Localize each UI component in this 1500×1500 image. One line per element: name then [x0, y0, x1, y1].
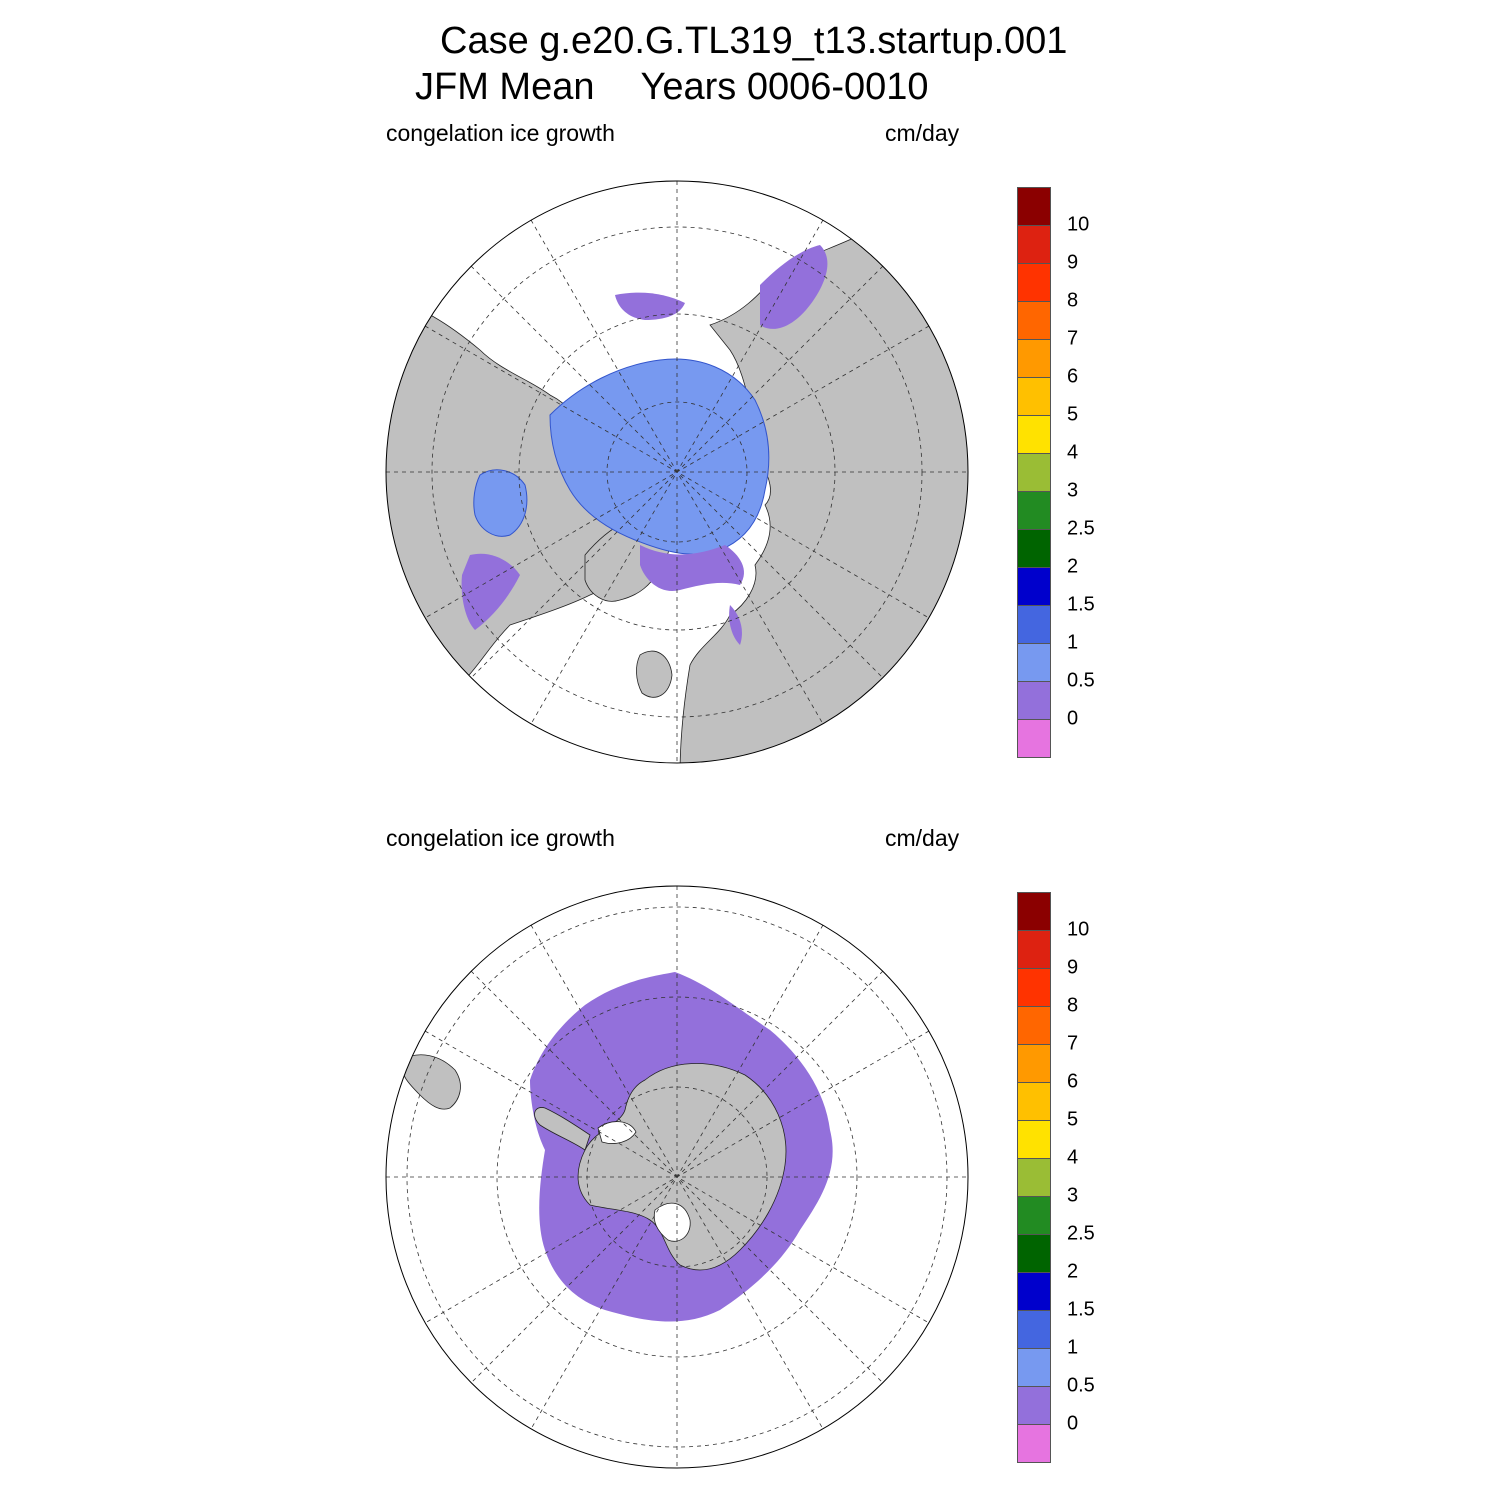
south-colorbar-label: 9	[1067, 956, 1079, 979]
north-colorbar-label: 0	[1067, 707, 1079, 730]
north-colorbar: 0 0.5 1 1.5 2 2.5 3 4 5 6 7 8 9 10	[1017, 187, 1095, 758]
south-colorbar-swatch	[1017, 930, 1051, 969]
south-colorbar-label: 7	[1067, 1032, 1079, 1055]
north-colorbar-label: 6	[1067, 365, 1079, 388]
north-colorbar-swatch	[1017, 605, 1051, 644]
north-colorbar-swatch	[1017, 377, 1051, 416]
south-colorbar-label: 3	[1067, 1184, 1079, 1207]
south-colorbar-label: 8	[1067, 994, 1079, 1017]
north-colorbar-label: 8	[1067, 289, 1079, 312]
figure-title-case: Case g.e20.G.TL319_t13.startup.001	[440, 20, 1068, 62]
south-map-border	[385, 885, 969, 1469]
north-colorbar-swatch	[1017, 263, 1051, 302]
north-colorbar-label: 9	[1067, 251, 1079, 274]
north-colorbar-swatch	[1017, 187, 1051, 226]
north-colorbar-swatch	[1017, 567, 1051, 606]
south-land-south-america	[399, 1054, 461, 1110]
north-colorbar-label: 2.5	[1067, 517, 1095, 540]
south-colorbar-swatch	[1017, 1348, 1051, 1387]
north-colorbar-label: 10	[1067, 213, 1090, 236]
north-graticule	[386, 181, 968, 763]
north-colorbar-swatch	[1017, 719, 1051, 758]
north-land-british-isles	[636, 650, 673, 698]
south-graticule	[386, 886, 968, 1468]
south-colorbar: 0 0.5 1 1.5 2 2.5 3 4 5 6 7 8 9 10	[1017, 892, 1095, 1463]
south-colorbar-label: 2.5	[1067, 1222, 1095, 1245]
south-colorbar-label: 0	[1067, 1412, 1079, 1435]
years-label: Years 0006-0010	[640, 66, 929, 108]
north-ice-bering	[615, 292, 685, 320]
south-colorbar-swatch	[1017, 1234, 1051, 1273]
north-colorbar-swatch	[1017, 453, 1051, 492]
south-colorbar-swatch	[1017, 1044, 1051, 1083]
south-colorbar-label: 1.5	[1067, 1298, 1095, 1321]
south-colorbar-swatch	[1017, 1006, 1051, 1045]
north-map-border	[385, 180, 969, 764]
south-colorbar-swatch	[1017, 968, 1051, 1007]
south-colorbar-label: 6	[1067, 1070, 1079, 1093]
north-ice-hudson	[473, 469, 528, 537]
north-colorbar-swatch	[1017, 225, 1051, 264]
south-colorbar-swatch	[1017, 1272, 1051, 1311]
south-colorbar-swatch	[1017, 1158, 1051, 1197]
figure-title-period: JFM Mean Years 0006-0010	[415, 66, 929, 109]
south-variable-label: congelation ice growth	[386, 825, 615, 851]
north-colorbar-label: 2	[1067, 555, 1079, 578]
north-ice-labrador	[461, 553, 520, 630]
south-ross-embayment	[653, 1202, 691, 1242]
south-colorbar-label: 4	[1067, 1146, 1079, 1169]
south-colorbar-label: 1	[1067, 1336, 1079, 1359]
south-colorbar-label: 0.5	[1067, 1374, 1095, 1397]
north-colorbar-swatch	[1017, 415, 1051, 454]
north-units-label: cm/day	[885, 120, 960, 146]
north-colorbar-label: 3	[1067, 479, 1079, 502]
south-colorbar-swatch	[1017, 1310, 1051, 1349]
north-colorbar-swatch	[1017, 491, 1051, 530]
north-colorbar-label: 0.5	[1067, 669, 1095, 692]
north-colorbar-swatch	[1017, 529, 1051, 568]
south-colorbar-swatch	[1017, 892, 1051, 931]
north-colorbar-label: 7	[1067, 327, 1079, 350]
north-colorbar-swatch	[1017, 643, 1051, 682]
north-colorbar-label: 4	[1067, 441, 1079, 464]
south-colorbar-label: 2	[1067, 1260, 1079, 1283]
south-land-peninsula	[534, 1107, 591, 1151]
north-ice-barents	[640, 545, 745, 591]
south-polar-map	[385, 885, 969, 1469]
south-colorbar-label: 10	[1067, 918, 1090, 941]
north-ice-okhotsk	[760, 245, 828, 329]
south-units-label: cm/day	[885, 825, 960, 851]
south-colorbar-swatch	[1017, 1082, 1051, 1121]
north-colorbar-swatch	[1017, 681, 1051, 720]
south-weddell-embayment	[597, 1121, 637, 1144]
north-colorbar-swatch	[1017, 339, 1051, 378]
north-variable-label: congelation ice growth	[386, 120, 615, 146]
north-colorbar-label: 5	[1067, 403, 1079, 426]
south-colorbar-swatch	[1017, 1424, 1051, 1463]
season-label: JFM Mean	[415, 66, 595, 108]
north-ice-baltic	[729, 605, 742, 645]
north-colorbar-label: 1	[1067, 631, 1079, 654]
north-polar-map	[385, 180, 969, 764]
south-colorbar-swatch	[1017, 1120, 1051, 1159]
north-colorbar-swatch	[1017, 301, 1051, 340]
south-colorbar-swatch	[1017, 1196, 1051, 1235]
south-colorbar-swatch	[1017, 1386, 1051, 1425]
south-colorbar-label: 5	[1067, 1108, 1079, 1131]
north-colorbar-label: 1.5	[1067, 593, 1095, 616]
